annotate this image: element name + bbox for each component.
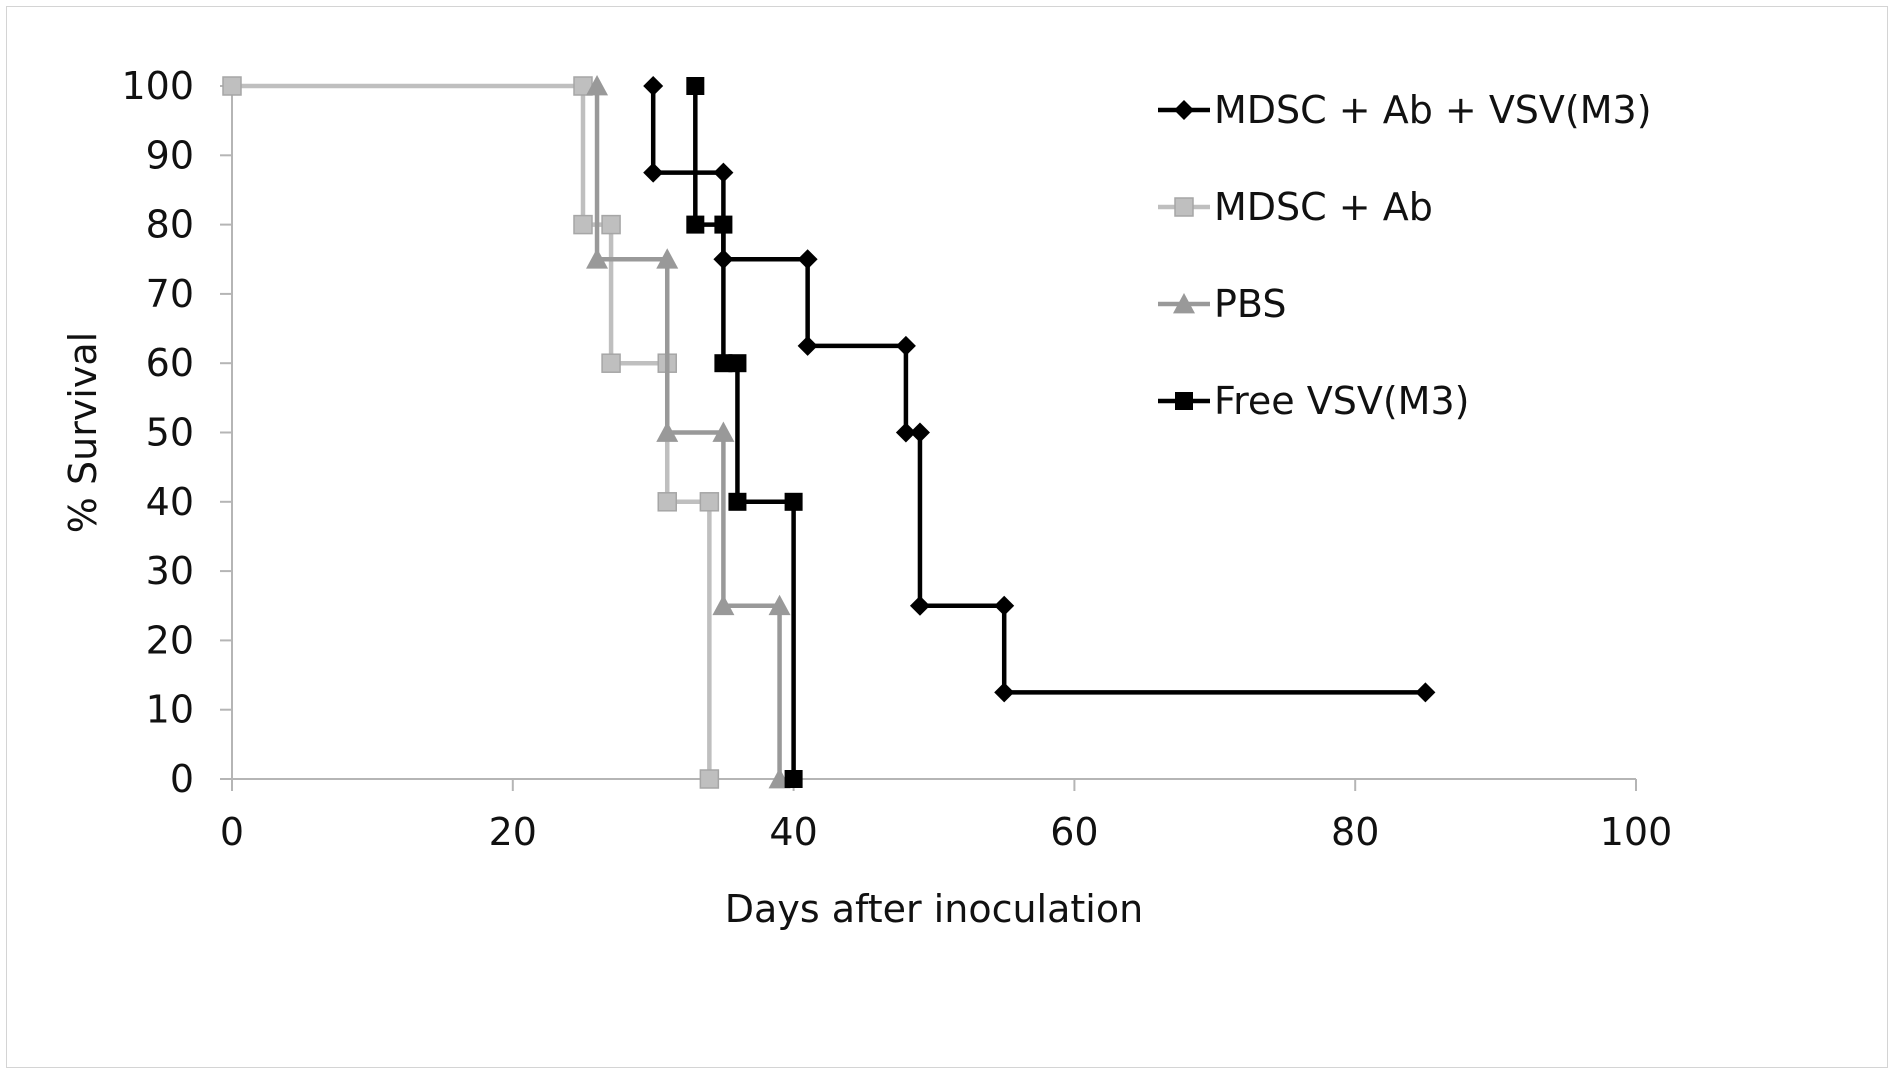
y-tick-label: 40 xyxy=(146,480,194,524)
x-tick-label: 40 xyxy=(769,810,817,854)
legend-label: Free VSV(M3) xyxy=(1214,379,1469,423)
x-tick-label: 20 xyxy=(489,810,537,854)
legend-marker xyxy=(1175,392,1193,410)
x-tick-label: 100 xyxy=(1600,810,1673,854)
y-tick-label: 60 xyxy=(146,341,194,385)
y-tick-label: 90 xyxy=(146,133,194,177)
chart-frame xyxy=(6,6,1888,1068)
y-tick-label: 50 xyxy=(146,411,194,455)
data-point xyxy=(657,492,677,512)
data-point xyxy=(601,214,621,235)
data-point xyxy=(784,770,803,788)
axes: 0 10 20 30 40 50 60 70 80 90 100 0 20 40 60 80 100 xyxy=(121,64,1672,854)
y-tick-label: 10 xyxy=(146,688,194,732)
series-mdsc-ab-vsv-m3 xyxy=(643,76,1436,703)
legend: MDSC + Ab + VSV(M3) MDSC + Ab PBS Free VSV(… xyxy=(1158,88,1652,423)
data-point xyxy=(895,335,916,356)
y-axis-label: % Survival xyxy=(61,332,105,533)
data-point xyxy=(712,594,735,616)
data-point xyxy=(586,75,609,96)
data-point xyxy=(994,682,1015,703)
y-tick-label: 100 xyxy=(121,64,194,108)
data-point xyxy=(656,421,679,442)
series-line xyxy=(232,83,712,779)
y-tick-label: 0 xyxy=(170,757,194,801)
data-point xyxy=(643,76,664,96)
data-point xyxy=(656,248,679,269)
data-point xyxy=(909,422,930,443)
legend-item: MDSC + Ab + VSV(M3) xyxy=(1158,88,1652,132)
data-point xyxy=(1415,682,1436,703)
data-point xyxy=(784,492,803,511)
data-point xyxy=(713,249,734,270)
data-point xyxy=(909,595,930,616)
x-tick-label: 0 xyxy=(220,810,244,854)
data-point xyxy=(895,422,916,443)
legend-item: PBS xyxy=(1158,282,1286,326)
series-line xyxy=(594,86,782,779)
series-mdsc-ab xyxy=(222,76,720,789)
data-point xyxy=(699,492,720,512)
y-tick-label: 70 xyxy=(146,272,194,316)
legend-item: MDSC + Ab xyxy=(1158,185,1433,229)
series-layer xyxy=(222,75,1436,789)
data-point xyxy=(699,769,720,789)
y-tick-label: 20 xyxy=(146,618,194,662)
legend-item: Free VSV(M3) xyxy=(1158,379,1469,423)
legend-marker xyxy=(1174,197,1194,217)
data-point xyxy=(713,162,734,183)
legend-marker xyxy=(1174,100,1194,120)
data-point xyxy=(712,421,735,442)
legend-marker xyxy=(1173,293,1195,314)
data-point xyxy=(686,215,705,234)
data-point xyxy=(643,162,664,183)
data-point xyxy=(797,335,818,356)
series-pbs xyxy=(586,75,791,789)
data-point xyxy=(573,214,593,235)
data-point xyxy=(728,354,747,373)
data-point xyxy=(768,594,791,616)
data-point xyxy=(601,353,621,373)
legend-label: PBS xyxy=(1214,282,1286,326)
y-tick-label: 30 xyxy=(146,549,194,593)
legend-label: MDSC + Ab + VSV(M3) xyxy=(1214,88,1652,132)
data-point xyxy=(994,595,1015,616)
data-point xyxy=(728,492,747,511)
x-tick-label: 60 xyxy=(1050,810,1098,854)
data-point xyxy=(586,248,609,269)
series-free-vsv-m3 xyxy=(686,77,803,788)
data-point xyxy=(797,249,818,270)
data-point xyxy=(222,76,242,96)
legend-label: MDSC + Ab xyxy=(1214,185,1433,229)
x-tick-label: 80 xyxy=(1331,810,1379,854)
data-point xyxy=(686,77,705,95)
y-tick-label: 80 xyxy=(146,203,194,247)
data-point xyxy=(714,354,733,373)
x-axis-label: Days after inoculation xyxy=(725,887,1143,931)
